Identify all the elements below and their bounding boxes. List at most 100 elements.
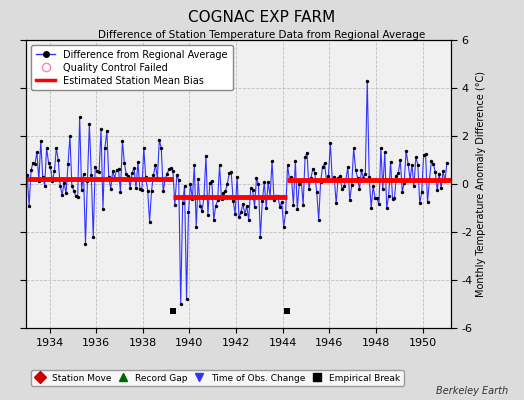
Point bbox=[161, 176, 169, 182]
Point bbox=[180, 182, 189, 189]
Point bbox=[398, 189, 407, 195]
Point bbox=[379, 186, 387, 193]
Point bbox=[334, 175, 342, 182]
Point bbox=[305, 186, 313, 192]
Point bbox=[380, 149, 389, 156]
Point bbox=[196, 202, 204, 209]
Point bbox=[289, 202, 298, 208]
Point bbox=[346, 197, 354, 204]
Point bbox=[418, 189, 426, 196]
Point bbox=[144, 187, 152, 194]
Point bbox=[108, 168, 117, 174]
Point bbox=[394, 170, 402, 176]
Point bbox=[169, 168, 177, 174]
Point bbox=[330, 174, 339, 180]
Point bbox=[221, 188, 230, 194]
Point bbox=[301, 154, 309, 160]
Point bbox=[245, 217, 253, 223]
Point bbox=[316, 178, 325, 185]
Point bbox=[250, 204, 259, 210]
Point bbox=[64, 161, 72, 168]
Point bbox=[200, 193, 208, 199]
Point bbox=[322, 177, 331, 183]
Point bbox=[151, 162, 160, 168]
Point bbox=[425, 176, 434, 182]
Point bbox=[367, 205, 375, 211]
Point bbox=[419, 152, 428, 158]
Point bbox=[311, 170, 319, 176]
Point bbox=[375, 201, 383, 208]
Point bbox=[89, 234, 97, 240]
Point bbox=[172, 172, 181, 178]
Point bbox=[328, 177, 336, 184]
Point bbox=[373, 195, 381, 201]
Point bbox=[260, 179, 268, 186]
Point bbox=[105, 174, 113, 180]
Point bbox=[114, 166, 123, 172]
Point bbox=[46, 164, 54, 170]
Point bbox=[400, 179, 408, 186]
Point bbox=[157, 145, 166, 151]
Point bbox=[54, 157, 62, 164]
Point bbox=[202, 153, 210, 159]
Point bbox=[124, 172, 133, 179]
Point bbox=[72, 193, 80, 199]
Point bbox=[319, 164, 327, 170]
Point bbox=[338, 186, 346, 193]
Point bbox=[62, 190, 70, 196]
Point bbox=[126, 184, 134, 191]
Point bbox=[45, 160, 53, 166]
Point bbox=[128, 170, 136, 176]
Y-axis label: Monthly Temperature Anomaly Difference (°C): Monthly Temperature Anomaly Difference (… bbox=[476, 71, 486, 297]
Point bbox=[416, 200, 424, 207]
Point bbox=[165, 166, 173, 172]
Point bbox=[340, 183, 348, 190]
Point bbox=[194, 176, 202, 183]
Point bbox=[198, 208, 206, 214]
Point bbox=[182, 296, 191, 302]
Point bbox=[177, 301, 185, 307]
Point bbox=[268, 158, 276, 164]
Point bbox=[270, 196, 278, 203]
Point bbox=[23, 172, 31, 178]
Point bbox=[85, 121, 94, 127]
Point bbox=[39, 174, 47, 180]
Point bbox=[408, 162, 416, 168]
Point bbox=[37, 138, 45, 144]
Point bbox=[246, 185, 255, 192]
Point bbox=[52, 145, 60, 151]
Point bbox=[299, 202, 308, 208]
Point bbox=[112, 167, 121, 173]
Point bbox=[258, 198, 267, 204]
Point bbox=[204, 211, 212, 218]
Point bbox=[336, 173, 344, 179]
Point bbox=[264, 178, 272, 185]
Point bbox=[155, 137, 163, 143]
Point bbox=[50, 168, 59, 175]
Point bbox=[73, 194, 82, 200]
Point bbox=[295, 180, 303, 187]
Point bbox=[352, 166, 360, 173]
Point bbox=[147, 188, 156, 194]
Point bbox=[179, 200, 187, 206]
Point bbox=[421, 151, 430, 158]
Point bbox=[223, 180, 232, 187]
Point bbox=[377, 145, 385, 151]
Point bbox=[347, 182, 356, 188]
Point bbox=[363, 78, 372, 84]
Point bbox=[136, 186, 144, 193]
Point bbox=[103, 128, 111, 134]
Point bbox=[355, 186, 364, 192]
Point bbox=[314, 217, 323, 223]
Point bbox=[276, 204, 284, 210]
Point bbox=[286, 177, 294, 184]
Point bbox=[309, 166, 317, 172]
Point bbox=[79, 171, 88, 177]
Point bbox=[390, 195, 399, 201]
Point bbox=[32, 149, 41, 155]
Point bbox=[116, 189, 125, 196]
Point bbox=[210, 217, 218, 223]
Point bbox=[139, 145, 148, 151]
Point bbox=[423, 199, 432, 206]
Point bbox=[392, 172, 401, 179]
